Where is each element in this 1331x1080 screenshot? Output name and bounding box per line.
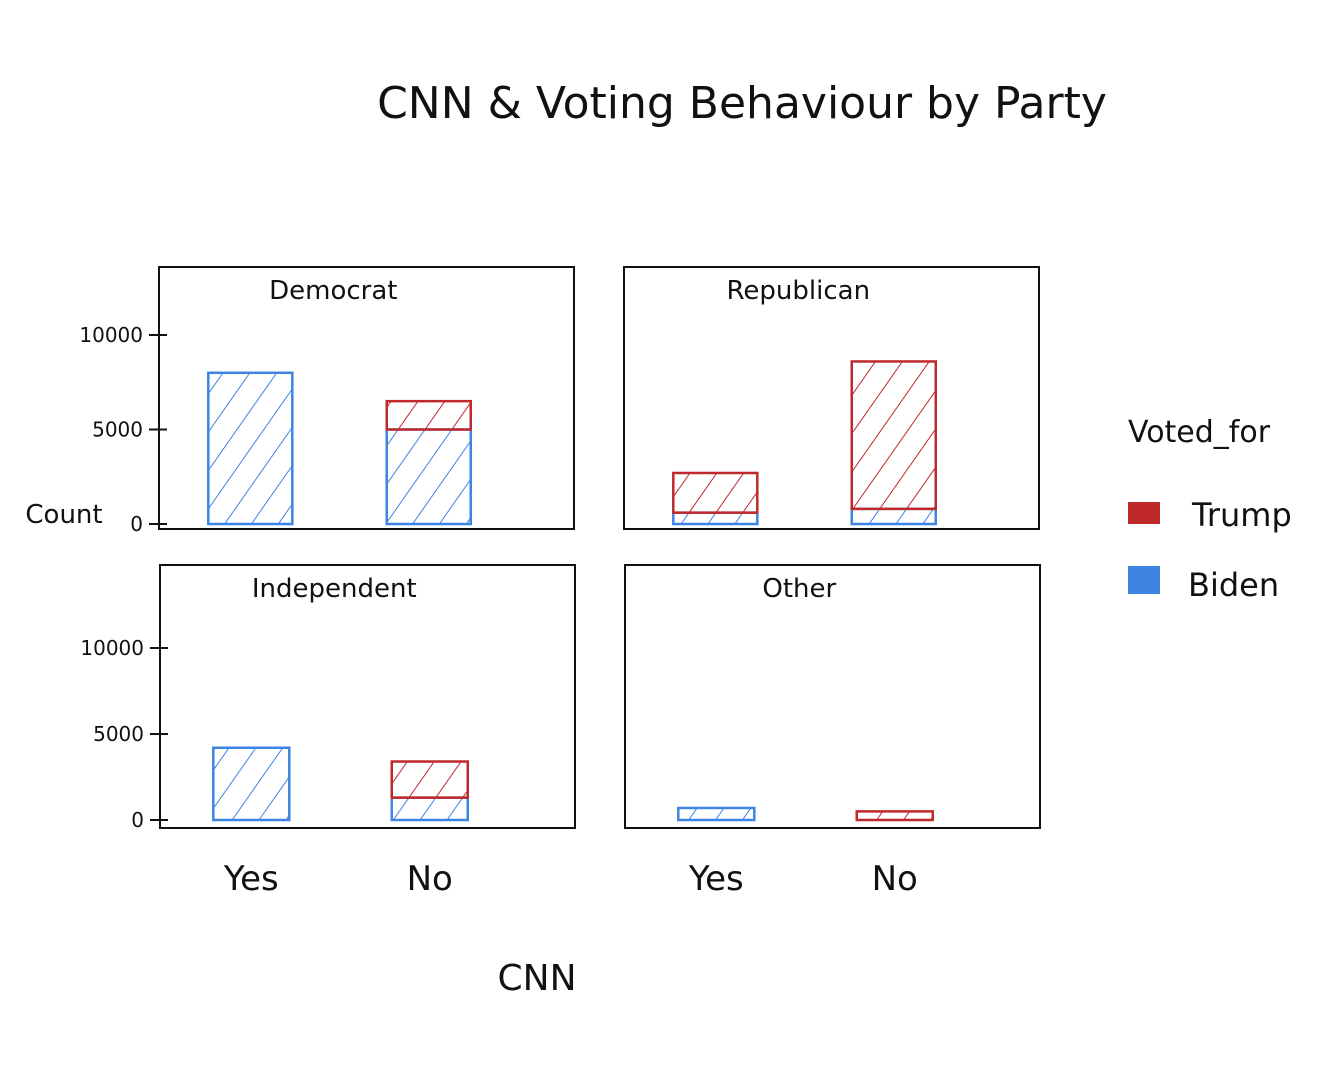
- panel-republican: [623, 266, 1040, 530]
- y-axis-label: Count: [25, 500, 102, 530]
- panel-democrat: [158, 266, 575, 530]
- bar-republican-no-biden: [850, 507, 937, 526]
- legend-label-trump: Trump: [1191, 496, 1292, 534]
- y-tick-label: 5000: [93, 722, 144, 746]
- facet-label-democrat: Democrat: [269, 276, 397, 306]
- x-tick-label-yes: Yes: [223, 859, 279, 899]
- x-tick-label-yes: Yes: [688, 859, 744, 899]
- bar-democrat-no-biden: [385, 428, 472, 526]
- y-tick-label: 0: [130, 512, 143, 536]
- bar-republican-no-trump: [850, 360, 937, 511]
- x-tick-label-no: No: [872, 859, 918, 899]
- y-tick-label: 0: [131, 808, 144, 832]
- x-tick-label-no: No: [407, 859, 453, 899]
- legend-label-biden: Biden: [1188, 566, 1279, 604]
- legend: Voted_for Trump Biden: [1128, 415, 1292, 604]
- bar-independent-no-trump: [390, 760, 469, 799]
- bar-independent-yes-biden: [212, 746, 291, 822]
- y-tick-label: 5000: [92, 418, 143, 442]
- bar-republican-yes-trump: [672, 471, 759, 514]
- panel-other: [624, 564, 1041, 829]
- facet-label-independent: Independent: [252, 574, 417, 604]
- x-axis-label: CNN: [498, 958, 577, 999]
- bar-independent-no-biden: [390, 796, 469, 822]
- bar-democrat-no-trump: [385, 399, 472, 431]
- bar-other-yes-biden: [677, 806, 756, 822]
- bar-republican-yes-biden: [672, 511, 759, 526]
- panel-independent: [159, 564, 576, 829]
- bar-democrat-yes-biden: [207, 371, 294, 526]
- legend-swatch-trump: [1128, 502, 1160, 524]
- bar-other-no-trump: [855, 810, 934, 822]
- legend-swatch-biden: [1128, 566, 1160, 594]
- facet-label-other: Other: [762, 574, 836, 604]
- y-tick-label: 10000: [80, 636, 144, 660]
- legend-title: Voted_for: [1128, 415, 1271, 450]
- y-tick-label: 10000: [79, 323, 143, 347]
- facet-label-republican: Republican: [727, 276, 871, 306]
- chart-title: CNN & Voting Behaviour by Party: [377, 78, 1107, 129]
